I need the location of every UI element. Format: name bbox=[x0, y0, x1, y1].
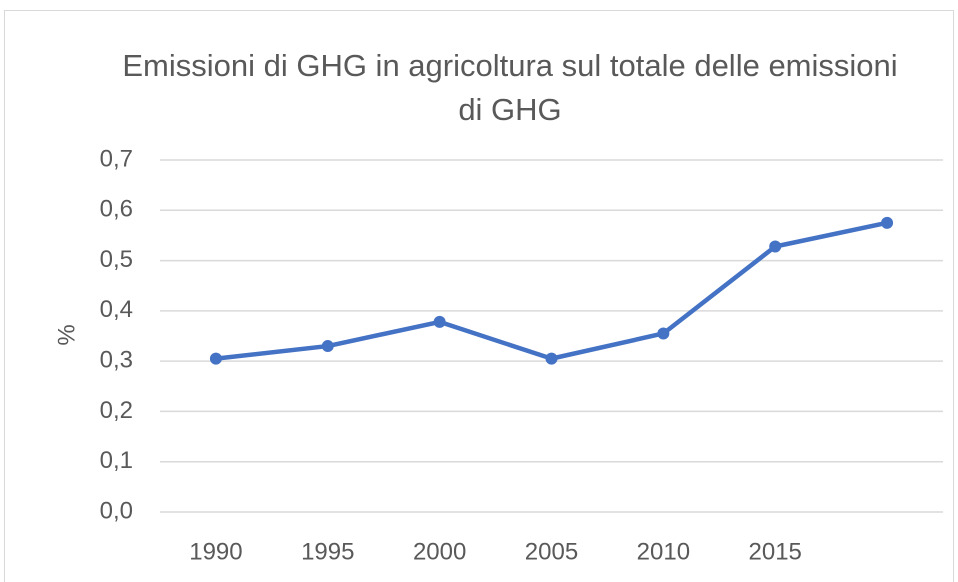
chart-title: Emissioni di GHG in agricoltura sul tota… bbox=[122, 48, 898, 127]
y-tick-label: 0,5 bbox=[100, 246, 133, 273]
x-tick-label: 2015 bbox=[749, 538, 802, 565]
y-tick-label: 0,1 bbox=[100, 447, 133, 474]
y-tick-label: 0,2 bbox=[100, 397, 133, 424]
y-tick-label: 0,0 bbox=[100, 497, 133, 524]
data-point bbox=[545, 352, 558, 365]
data-point bbox=[881, 216, 894, 229]
x-tick-label: 1995 bbox=[301, 538, 354, 565]
x-tick-label: 1990 bbox=[189, 538, 242, 565]
y-tick-label: 0,7 bbox=[100, 145, 133, 172]
y-tick-label: 0,3 bbox=[100, 346, 133, 373]
data-line bbox=[215, 220, 888, 361]
data-point bbox=[321, 340, 334, 353]
x-tick-label: 2005 bbox=[525, 538, 578, 565]
data-point bbox=[209, 352, 222, 365]
data-point bbox=[433, 315, 446, 328]
y-tick-label: 0,4 bbox=[100, 296, 133, 323]
y-tick-label: 0,6 bbox=[100, 196, 133, 223]
data-point bbox=[657, 327, 670, 340]
x-tick-label: 2010 bbox=[637, 538, 690, 565]
y-axis-label: % bbox=[53, 324, 80, 345]
data-point bbox=[769, 240, 782, 253]
chart-frame bbox=[4, 10, 954, 582]
x-tick-label: 2000 bbox=[413, 538, 466, 565]
